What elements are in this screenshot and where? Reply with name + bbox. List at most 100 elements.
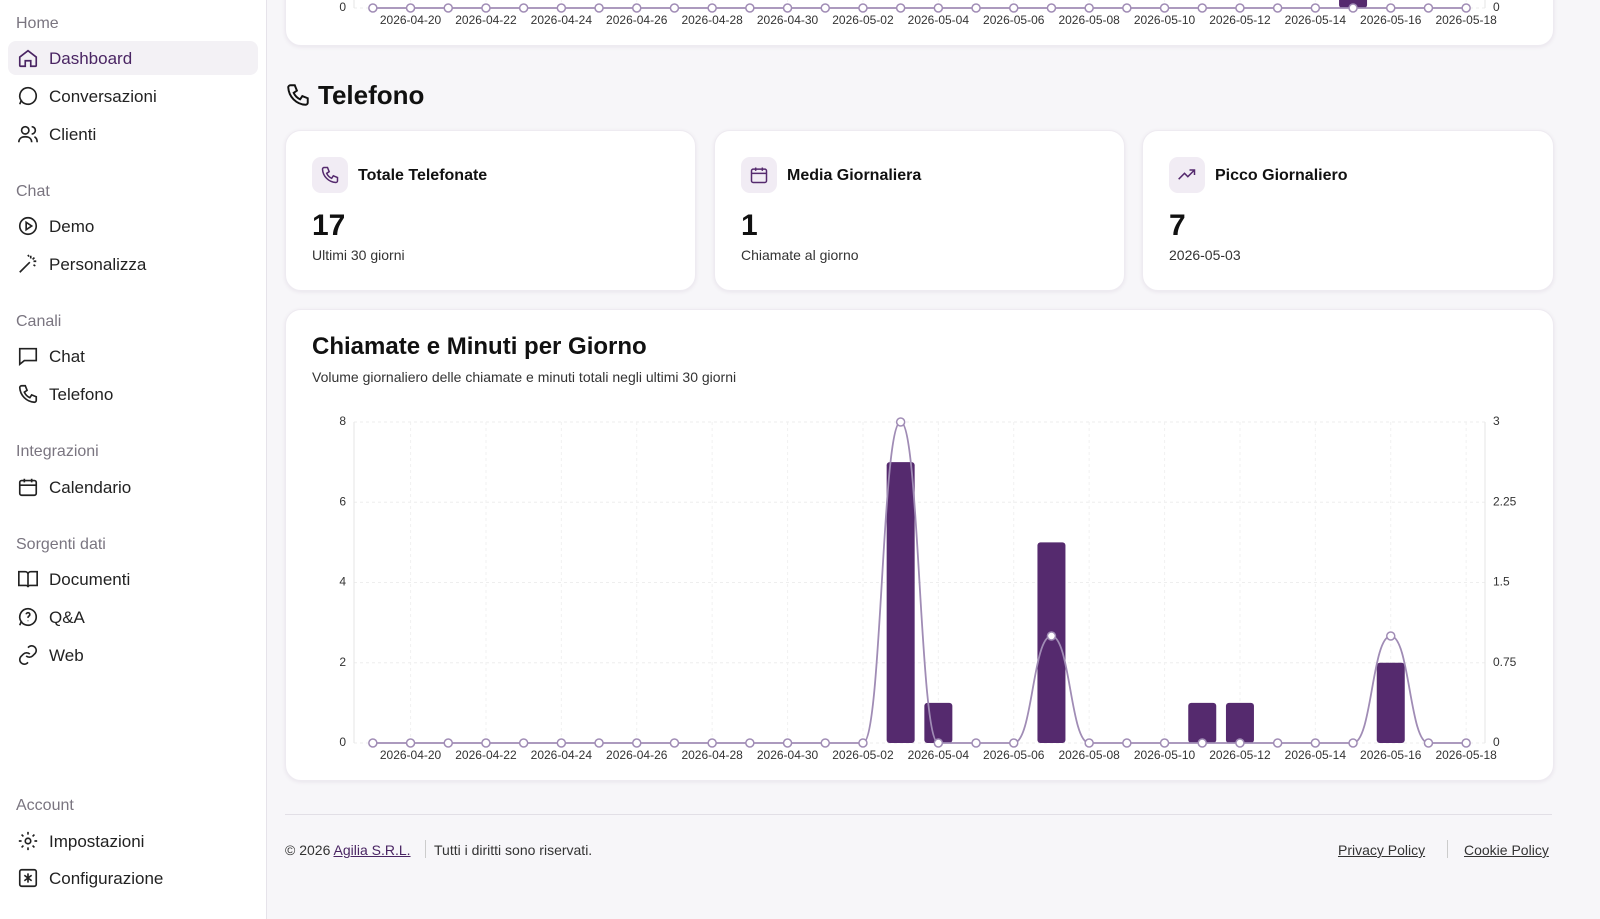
point bbox=[594, 3, 604, 13]
point bbox=[971, 3, 981, 13]
icon bbox=[1169, 157, 1205, 193]
point bbox=[707, 3, 717, 13]
point bbox=[1461, 738, 1471, 748]
stat-card: Picco Giornaliero 7 2026-05-03 bbox=[1142, 130, 1554, 291]
x-tick-label: 2026-05-06 bbox=[983, 748, 1045, 762]
x-tick-label: 2026-05-16 bbox=[1360, 748, 1422, 762]
company-link[interactable]: Agilia S.R.L. bbox=[333, 842, 411, 858]
nav-item[interactable]: Dashboard bbox=[8, 41, 258, 75]
point bbox=[1197, 738, 1207, 748]
footer-rights: Tutti i diritti sono riservati. bbox=[434, 842, 593, 858]
nav-item[interactable]: Demo bbox=[8, 209, 258, 243]
y2-tick-label: 0 bbox=[1493, 735, 1500, 749]
nav-label: Telefono bbox=[49, 385, 114, 404]
bar bbox=[1225, 702, 1254, 743]
point bbox=[1348, 3, 1358, 13]
x-tick-label: 2026-04-24 bbox=[531, 748, 593, 762]
point bbox=[481, 738, 491, 748]
point bbox=[556, 3, 567, 13]
x-tick-label: 2026-04-30 bbox=[757, 748, 819, 762]
x-tick-label: 2026-05-08 bbox=[1058, 748, 1120, 762]
point bbox=[443, 3, 453, 13]
point bbox=[782, 3, 793, 13]
nav-item[interactable]: Telefono bbox=[8, 377, 258, 411]
y-tick-label: 6 bbox=[339, 494, 346, 508]
x-tick-label: 2026-04-22 bbox=[455, 13, 517, 27]
x-tick-label: 2026-05-16 bbox=[1360, 13, 1422, 27]
chart: 0 2 4 6 8 0 0.75 1.5 2.25 3 2026-04-20 2026-04-22 20… bbox=[339, 414, 1516, 762]
nav-item[interactable]: Calendario bbox=[8, 470, 258, 504]
section-title: Integrazioni bbox=[16, 443, 99, 460]
bar bbox=[1376, 662, 1405, 743]
footer-link[interactable]: Cookie Policy bbox=[1464, 842, 1549, 858]
nav-label: Demo bbox=[49, 217, 95, 236]
nav-label: Calendario bbox=[49, 478, 132, 497]
nav-item[interactable]: Configurazione bbox=[8, 861, 258, 895]
separator bbox=[1447, 840, 1448, 858]
nav-label: Documenti bbox=[49, 570, 131, 589]
point bbox=[1197, 3, 1207, 13]
point bbox=[556, 738, 567, 748]
nav-item[interactable]: Web bbox=[8, 638, 258, 672]
point bbox=[405, 3, 416, 13]
nav-item[interactable]: Conversazioni bbox=[8, 79, 258, 113]
point bbox=[1122, 738, 1132, 748]
x-tick-label: 2026-04-20 bbox=[380, 13, 442, 27]
point bbox=[1235, 738, 1245, 748]
point bbox=[1272, 3, 1283, 13]
x-tick-label: 2026-05-10 bbox=[1134, 13, 1196, 27]
icon bbox=[312, 157, 348, 193]
bar bbox=[1188, 702, 1217, 743]
point bbox=[1235, 3, 1245, 13]
divider bbox=[285, 814, 1552, 815]
point bbox=[1122, 3, 1132, 13]
nav-label: Dashboard bbox=[49, 49, 133, 68]
point bbox=[1386, 3, 1396, 13]
point bbox=[1348, 738, 1358, 748]
x-tick-label: 2026-05-04 bbox=[908, 13, 970, 27]
x-tick-label: 2026-05-18 bbox=[1435, 13, 1497, 27]
point bbox=[518, 738, 529, 748]
section-title: Chat bbox=[16, 183, 50, 200]
point bbox=[782, 738, 793, 748]
point bbox=[895, 417, 906, 427]
x-tick-label: 2026-05-08 bbox=[1058, 13, 1120, 27]
x-tick-label: 2026-05-14 bbox=[1285, 748, 1347, 762]
nav-item[interactable]: Clienti bbox=[8, 117, 258, 151]
stat-value: 1 bbox=[741, 209, 758, 242]
section-title: Account bbox=[16, 797, 74, 814]
nav-item[interactable]: Impostazioni bbox=[8, 824, 258, 858]
separator bbox=[425, 840, 426, 858]
nav-item[interactable]: Chat bbox=[8, 339, 258, 373]
footer-link[interactable]: Privacy Policy bbox=[1338, 842, 1426, 858]
stat-value: 7 bbox=[1169, 209, 1186, 242]
x-tick-label: 2026-05-10 bbox=[1134, 748, 1196, 762]
point bbox=[1310, 738, 1321, 748]
nav-item[interactable]: Personalizza bbox=[8, 247, 258, 281]
y-tick-label: 0 bbox=[339, 735, 346, 749]
point bbox=[1423, 3, 1434, 13]
point bbox=[1386, 631, 1396, 641]
point bbox=[971, 738, 981, 748]
stat-value: 17 bbox=[312, 209, 346, 242]
point bbox=[1159, 3, 1170, 13]
x-tick-label: 2026-05-12 bbox=[1209, 13, 1271, 27]
nav-item[interactable]: Q&A bbox=[8, 600, 258, 634]
nav-label: Q&A bbox=[49, 608, 85, 627]
point bbox=[632, 738, 642, 748]
point bbox=[368, 3, 378, 13]
bar bbox=[886, 462, 915, 743]
stat-title: Media Giornaliera bbox=[787, 167, 922, 184]
x-tick-label: 2026-04-20 bbox=[380, 748, 442, 762]
stat-title: Totale Telefonate bbox=[358, 167, 488, 184]
x-tick-label: 2026-05-18 bbox=[1435, 748, 1497, 762]
nav-label: Web bbox=[49, 646, 84, 665]
section-title: Canali bbox=[16, 313, 62, 330]
y-tick-label: 4 bbox=[339, 575, 346, 589]
nav-label: Clienti bbox=[49, 125, 97, 144]
point bbox=[707, 738, 717, 748]
nav-label: Conversazioni bbox=[49, 87, 157, 106]
nav-item[interactable]: Documenti bbox=[8, 562, 258, 596]
point bbox=[1084, 3, 1094, 13]
